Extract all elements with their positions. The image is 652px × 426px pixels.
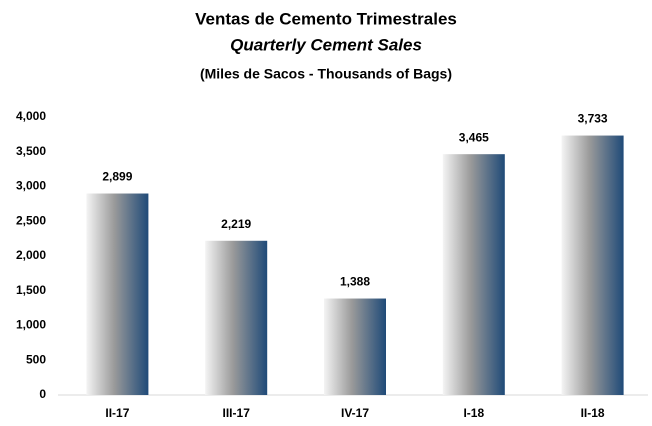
y-tick-label: 2,500 — [16, 213, 46, 227]
bar — [561, 135, 624, 395]
data-label: 2,899 — [102, 170, 132, 184]
data-label: 2,219 — [221, 217, 251, 231]
data-label: 1,388 — [340, 275, 370, 289]
bar — [86, 193, 149, 395]
data-label: 3,465 — [459, 130, 489, 144]
bar — [442, 154, 505, 395]
x-tick-label: II-18 — [581, 406, 605, 420]
bar — [324, 298, 386, 395]
chart-title: Ventas de Cemento Trimestrales — [195, 9, 457, 28]
y-tick-label: 4,000 — [16, 109, 46, 123]
chart-subtitle: Quarterly Cement Sales — [230, 35, 422, 54]
y-tick-label: 0 — [39, 387, 46, 401]
y-tick-label: 1,500 — [16, 283, 46, 297]
x-tick-label: II-17 — [105, 406, 129, 420]
x-tick-label: I-18 — [463, 406, 484, 420]
x-tick-label: III-17 — [223, 406, 251, 420]
y-tick-label: 3,000 — [16, 179, 46, 193]
y-tick-label: 1,000 — [16, 318, 46, 332]
bar — [205, 240, 268, 395]
y-tick-label: 500 — [26, 352, 46, 366]
units-label: (Miles de Sacos - Thousands of Bags) — [200, 66, 452, 82]
y-tick-label: 2,000 — [16, 248, 46, 262]
x-tick-label: IV-17 — [341, 406, 369, 420]
data-label: 3,733 — [578, 112, 608, 126]
y-tick-label: 3,500 — [16, 144, 46, 158]
